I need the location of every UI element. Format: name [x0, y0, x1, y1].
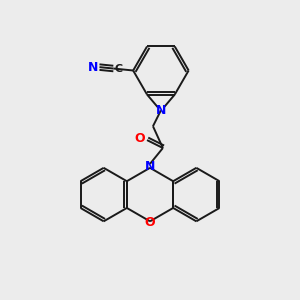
Text: N: N [88, 61, 99, 74]
Text: N: N [156, 104, 166, 117]
Text: C: C [114, 64, 122, 74]
Text: O: O [135, 132, 146, 145]
Text: N: N [145, 160, 155, 173]
Text: O: O [145, 216, 155, 229]
